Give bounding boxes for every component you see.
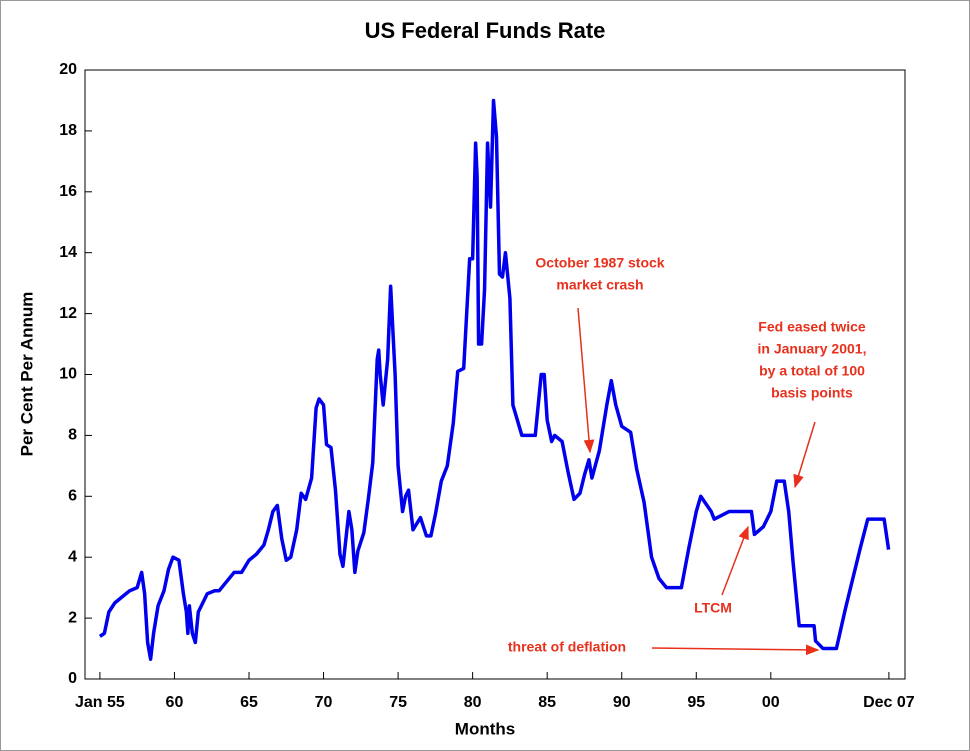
x-tick-label: 70 [315,694,333,711]
line [98,98,891,661]
y-tick-label: 12 [59,305,77,322]
annotation: basis points [771,385,853,401]
arrows [577,307,820,656]
x-tick-label: Jan 55 [75,694,125,711]
annotation: market crash [556,277,643,293]
y-tick-label: 16 [59,183,77,200]
x-tick-label: 00 [762,694,780,711]
y-tick-label: 0 [68,670,77,687]
x-tick-label: 60 [166,694,184,711]
plot-area [84,69,906,680]
chart-title: US Federal Funds Rate [365,18,606,43]
y-tick-label: 10 [59,366,77,383]
x-tick-label: 90 [613,694,631,711]
annotation: Fed eased twice [758,319,866,335]
x-tick-label: Dec 07 [863,694,915,711]
y-tick-label: 20 [59,61,77,78]
y-tick-label: 2 [68,609,77,626]
x-tick-label: 75 [389,694,407,711]
x-tick-label: 80 [464,694,482,711]
x-axis-label: Months [455,719,515,738]
annotation: October 1987 stock [535,255,664,271]
y-tick-label: 14 [59,244,77,261]
y-tick-label: 6 [68,488,77,505]
annotation: by a total of 100 [759,363,865,379]
y-tick-label: 18 [59,122,77,139]
annotation: LTCM [694,600,732,616]
y-axis-label: Per Cent Per Annum [17,292,36,457]
annotation: in January 2001, [758,341,867,357]
annotation: threat of deflation [508,639,626,655]
x-tick-label: 95 [687,694,705,711]
y-tick-label: 4 [68,548,77,565]
y-tick-label: 8 [68,427,77,444]
x-tick-label: 65 [240,694,258,711]
x-tick-label: 85 [538,694,556,711]
